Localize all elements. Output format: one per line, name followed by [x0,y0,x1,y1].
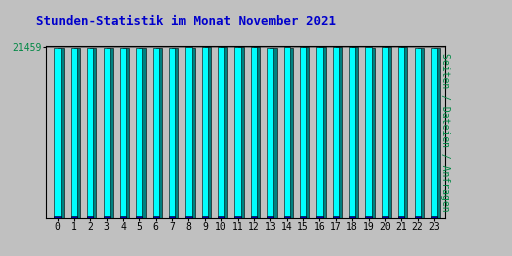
Bar [366,216,372,218]
Bar [87,48,93,218]
Bar [270,48,276,218]
Bar [71,216,77,218]
Bar [431,216,437,218]
Bar [205,47,211,218]
Bar [120,216,126,218]
Bar [74,48,80,218]
Bar [57,48,64,218]
Bar [218,216,224,218]
Bar [169,48,175,218]
Bar [172,48,178,218]
Bar [401,47,408,218]
Bar [431,48,437,218]
Bar [300,47,306,218]
Bar [87,216,93,218]
Bar [303,47,309,218]
Bar [349,47,355,218]
Bar [251,216,257,218]
Bar [385,47,391,218]
Bar [319,47,326,218]
Bar [300,216,306,218]
Bar [90,48,96,218]
Bar [188,48,195,218]
Bar [238,47,244,218]
Bar [369,48,375,218]
Bar [169,216,175,218]
Bar [185,216,191,218]
Bar [106,48,113,218]
Bar [251,47,257,218]
Bar [418,48,424,218]
Bar [202,216,208,218]
Bar [434,48,440,218]
Bar [254,47,260,218]
Bar [382,216,388,218]
Bar [54,216,60,218]
Bar [103,216,110,218]
Bar [218,47,224,218]
Bar [123,48,129,218]
Y-axis label: Seiten / Dateien / Anfragen: Seiten / Dateien / Anfragen [440,52,450,211]
Bar [333,216,339,218]
Bar [136,216,142,218]
Bar [185,47,191,218]
Bar [153,48,159,218]
Bar [139,48,145,218]
Bar [54,48,60,218]
Bar [284,47,290,218]
Bar [366,47,372,218]
Bar [349,216,355,218]
Bar [352,47,358,218]
Bar [336,47,342,218]
Bar [287,48,293,218]
Bar [284,216,290,218]
Bar [415,48,421,218]
Bar [382,47,388,218]
Bar [267,216,273,218]
Bar [398,47,404,218]
Bar [398,216,404,218]
Bar [156,48,162,218]
Bar [234,216,241,218]
Bar [71,48,77,218]
Bar [103,48,110,218]
Bar [136,48,142,218]
Text: Stunden-Statistik im Monat November 2021: Stunden-Statistik im Monat November 2021 [36,15,336,28]
Bar [202,47,208,218]
Bar [316,47,323,218]
Bar [153,216,159,218]
Bar [267,48,273,218]
Bar [234,47,241,218]
Bar [415,216,421,218]
Bar [316,216,323,218]
Bar [120,48,126,218]
Bar [333,47,339,218]
Bar [221,47,227,218]
